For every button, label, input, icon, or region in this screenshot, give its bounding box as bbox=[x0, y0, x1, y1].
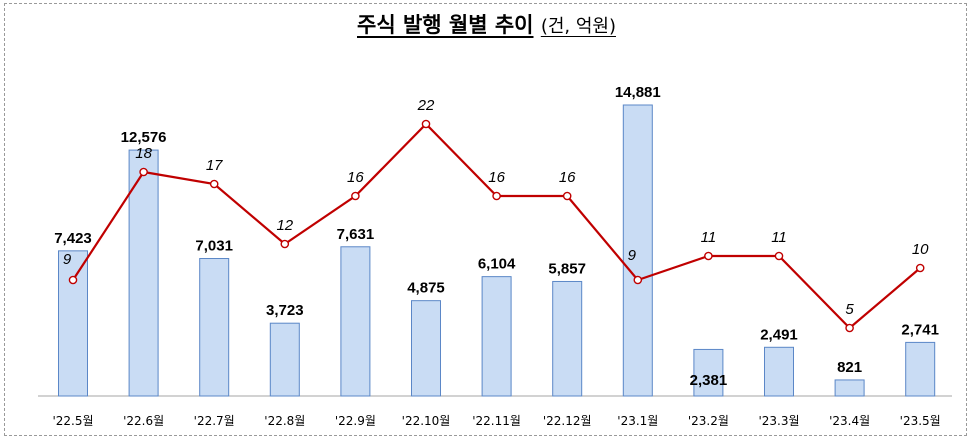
bar-label-4: 7,631 bbox=[337, 226, 375, 243]
bar-3 bbox=[269, 322, 300, 397]
chart-title-main: 주식 발행 월별 추이 bbox=[357, 13, 534, 37]
x-tick-11: '23.4월 bbox=[829, 414, 870, 428]
line-point-7 bbox=[562, 191, 572, 201]
x-tick-labels: '22.5월 '22.6월 '22.7월 '22.8월 '22.9월 '22.10월 '22… bbox=[52, 414, 940, 428]
bar-1 bbox=[128, 149, 159, 397]
line-point-10 bbox=[774, 251, 784, 261]
line-label-1: 18 bbox=[135, 145, 152, 162]
x-tick-6: '22.11월 bbox=[472, 414, 521, 428]
bar-value-labels: 7,423 12,576 7,031 3,723 7,631 4,875 6,104 5,85… bbox=[54, 84, 939, 389]
bar-10 bbox=[764, 346, 794, 397]
x-tick-12: '23.5월 bbox=[900, 414, 941, 428]
bar-8 bbox=[622, 104, 653, 397]
line-point-3 bbox=[280, 239, 290, 249]
line-label-6: 16 bbox=[488, 169, 505, 186]
line-point-8 bbox=[633, 275, 643, 285]
x-tick-2: '22.7월 bbox=[194, 414, 235, 428]
bar-label-7: 5,857 bbox=[548, 260, 586, 277]
bar-12 bbox=[905, 341, 936, 397]
line-point-2 bbox=[209, 179, 219, 189]
x-tick-3: '22.8월 bbox=[264, 414, 305, 428]
line-point-1 bbox=[139, 167, 148, 177]
line-label-8: 9 bbox=[628, 247, 637, 264]
line-label-10: 11 bbox=[771, 229, 787, 246]
bar-label-8: 14,881 bbox=[615, 84, 661, 101]
bar-label-9: 2,381 bbox=[690, 372, 728, 389]
x-tick-4: '22.9월 bbox=[335, 414, 376, 428]
line-label-4: 16 bbox=[347, 169, 364, 186]
bar-0 bbox=[58, 250, 88, 397]
bar-series bbox=[58, 104, 936, 397]
bar-11 bbox=[834, 379, 865, 397]
chart-title: 주식 발행 월별 추이 (건, 억원) bbox=[0, 9, 973, 39]
line-label-2: 17 bbox=[206, 157, 223, 174]
chart-frame bbox=[4, 3, 967, 436]
x-tick-5: '22.10월 bbox=[402, 414, 451, 428]
bar-label-10: 2,491 bbox=[760, 326, 798, 343]
line-label-3: 12 bbox=[276, 217, 293, 234]
line-label-0: 9 bbox=[63, 251, 72, 268]
line-point-5 bbox=[421, 119, 431, 129]
line-label-12: 10 bbox=[912, 241, 929, 258]
bar-label-11: 821 bbox=[837, 359, 862, 376]
x-tick-8: '23.1월 bbox=[617, 414, 658, 428]
line-series bbox=[68, 119, 925, 333]
line-point-9 bbox=[704, 251, 713, 261]
x-tick-1: '22.6월 bbox=[123, 414, 164, 428]
line-label-11: 5 bbox=[845, 301, 854, 318]
bar-7 bbox=[552, 280, 583, 397]
line-label-5: 22 bbox=[417, 97, 435, 114]
bar-label-2: 7,031 bbox=[195, 238, 233, 255]
bar-9 bbox=[693, 348, 724, 397]
x-tick-9: '23.2월 bbox=[688, 414, 729, 428]
line-label-7: 16 bbox=[559, 169, 576, 186]
line-point-6 bbox=[492, 191, 501, 201]
x-tick-10: '23.3월 bbox=[758, 414, 799, 428]
x-tick-7: '22.12월 bbox=[543, 414, 592, 428]
line-value-labels: 9 18 17 12 16 22 16 16 9 11 11 5 10 bbox=[63, 97, 929, 318]
bar-5 bbox=[411, 300, 441, 397]
bar-4 bbox=[340, 246, 371, 397]
bar-label-0: 7,423 bbox=[54, 230, 92, 247]
bar-label-6: 6,104 bbox=[478, 256, 516, 273]
line-point-4 bbox=[351, 191, 360, 201]
line-point-12 bbox=[915, 263, 925, 273]
bar-label-1: 12,576 bbox=[121, 129, 167, 146]
bar-label-5: 4,875 bbox=[407, 280, 445, 297]
bar-label-12: 2,741 bbox=[901, 321, 939, 338]
bar-6 bbox=[481, 276, 512, 397]
line-point-0 bbox=[68, 275, 78, 285]
bar-2 bbox=[199, 258, 230, 397]
line-point-11 bbox=[845, 323, 854, 333]
bar-label-3: 3,723 bbox=[266, 302, 304, 319]
x-tick-0: '22.5월 bbox=[52, 414, 93, 428]
line-label-9: 11 bbox=[701, 229, 717, 246]
chart-title-unit: (건, 억원) bbox=[540, 16, 616, 37]
